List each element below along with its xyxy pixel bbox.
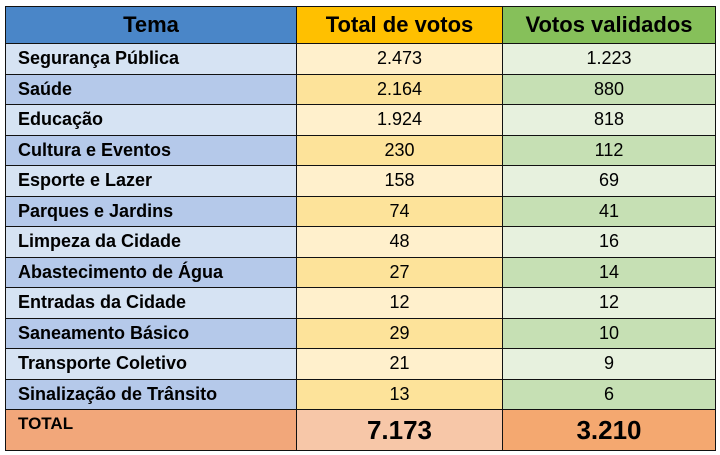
total-label: TOTAL <box>5 409 297 451</box>
table-row: Abastecimento de Água 27 14 <box>5 256 716 288</box>
table-row: Cultura e Eventos 230 112 <box>5 134 716 166</box>
total-votos-sum: 7.173 <box>296 409 503 451</box>
row-votos-validados: 41 <box>502 195 716 227</box>
header-row: Tema Total de votos Votos validados <box>5 6 716 44</box>
row-tema: Educação <box>5 104 297 136</box>
row-total-votos: 12 <box>296 287 503 319</box>
row-votos-validados: 9 <box>502 348 716 380</box>
total-row: TOTAL 7.173 3.210 <box>5 409 716 451</box>
row-votos-validados: 818 <box>502 104 716 136</box>
row-votos-validados: 1.223 <box>502 43 716 75</box>
row-total-votos: 29 <box>296 317 503 349</box>
header-votos-validados: Votos validados <box>502 6 716 44</box>
row-total-votos: 21 <box>296 348 503 380</box>
table-row: Sinalização de Trânsito 13 6 <box>5 378 716 410</box>
header-total-votos: Total de votos <box>296 6 503 44</box>
row-tema: Abastecimento de Água <box>5 256 297 288</box>
row-total-votos: 1.924 <box>296 104 503 136</box>
table-row: Esporte e Lazer 158 69 <box>5 165 716 197</box>
table-row: Educação 1.924 818 <box>5 104 716 136</box>
row-total-votos: 230 <box>296 134 503 166</box>
row-total-votos: 2.164 <box>296 73 503 105</box>
table-row: Parques e Jardins 74 41 <box>5 195 716 227</box>
row-tema: Cultura e Eventos <box>5 134 297 166</box>
header-tema: Tema <box>5 6 297 44</box>
row-total-votos: 158 <box>296 165 503 197</box>
row-votos-validados: 16 <box>502 226 716 258</box>
table-row: Entradas da Cidade 12 12 <box>5 287 716 319</box>
table-row: Transporte Coletivo 21 9 <box>5 348 716 380</box>
row-tema: Sinalização de Trânsito <box>5 378 297 410</box>
row-tema: Segurança Pública <box>5 43 297 75</box>
row-votos-validados: 69 <box>502 165 716 197</box>
row-votos-validados: 6 <box>502 378 716 410</box>
table-body: Segurança Pública 2.473 1.223 Saúde 2.164 880… <box>5 43 716 410</box>
row-tema: Transporte Coletivo <box>5 348 297 380</box>
table-header: Tema Total de votos Votos validados <box>5 6 716 44</box>
row-total-votos: 13 <box>296 378 503 410</box>
table-row: Saúde 2.164 880 <box>5 73 716 105</box>
row-tema: Limpeza da Cidade <box>5 226 297 258</box>
votes-table: Tema Total de votos Votos validados Segu… <box>5 6 716 451</box>
row-total-votos: 48 <box>296 226 503 258</box>
row-total-votos: 2.473 <box>296 43 503 75</box>
row-tema: Parques e Jardins <box>5 195 297 227</box>
table-row: Segurança Pública 2.473 1.223 <box>5 43 716 75</box>
table-row: Limpeza da Cidade 48 16 <box>5 226 716 258</box>
row-tema: Saúde <box>5 73 297 105</box>
row-votos-validados: 12 <box>502 287 716 319</box>
row-tema: Saneamento Básico <box>5 317 297 349</box>
row-total-votos: 27 <box>296 256 503 288</box>
row-votos-validados: 14 <box>502 256 716 288</box>
votos-validados-sum: 3.210 <box>502 409 716 451</box>
row-votos-validados: 880 <box>502 73 716 105</box>
row-votos-validados: 10 <box>502 317 716 349</box>
row-tema: Esporte e Lazer <box>5 165 297 197</box>
row-total-votos: 74 <box>296 195 503 227</box>
table-row: Saneamento Básico 29 10 <box>5 317 716 349</box>
row-tema: Entradas da Cidade <box>5 287 297 319</box>
table-footer: TOTAL 7.173 3.210 <box>5 409 716 451</box>
row-votos-validados: 112 <box>502 134 716 166</box>
